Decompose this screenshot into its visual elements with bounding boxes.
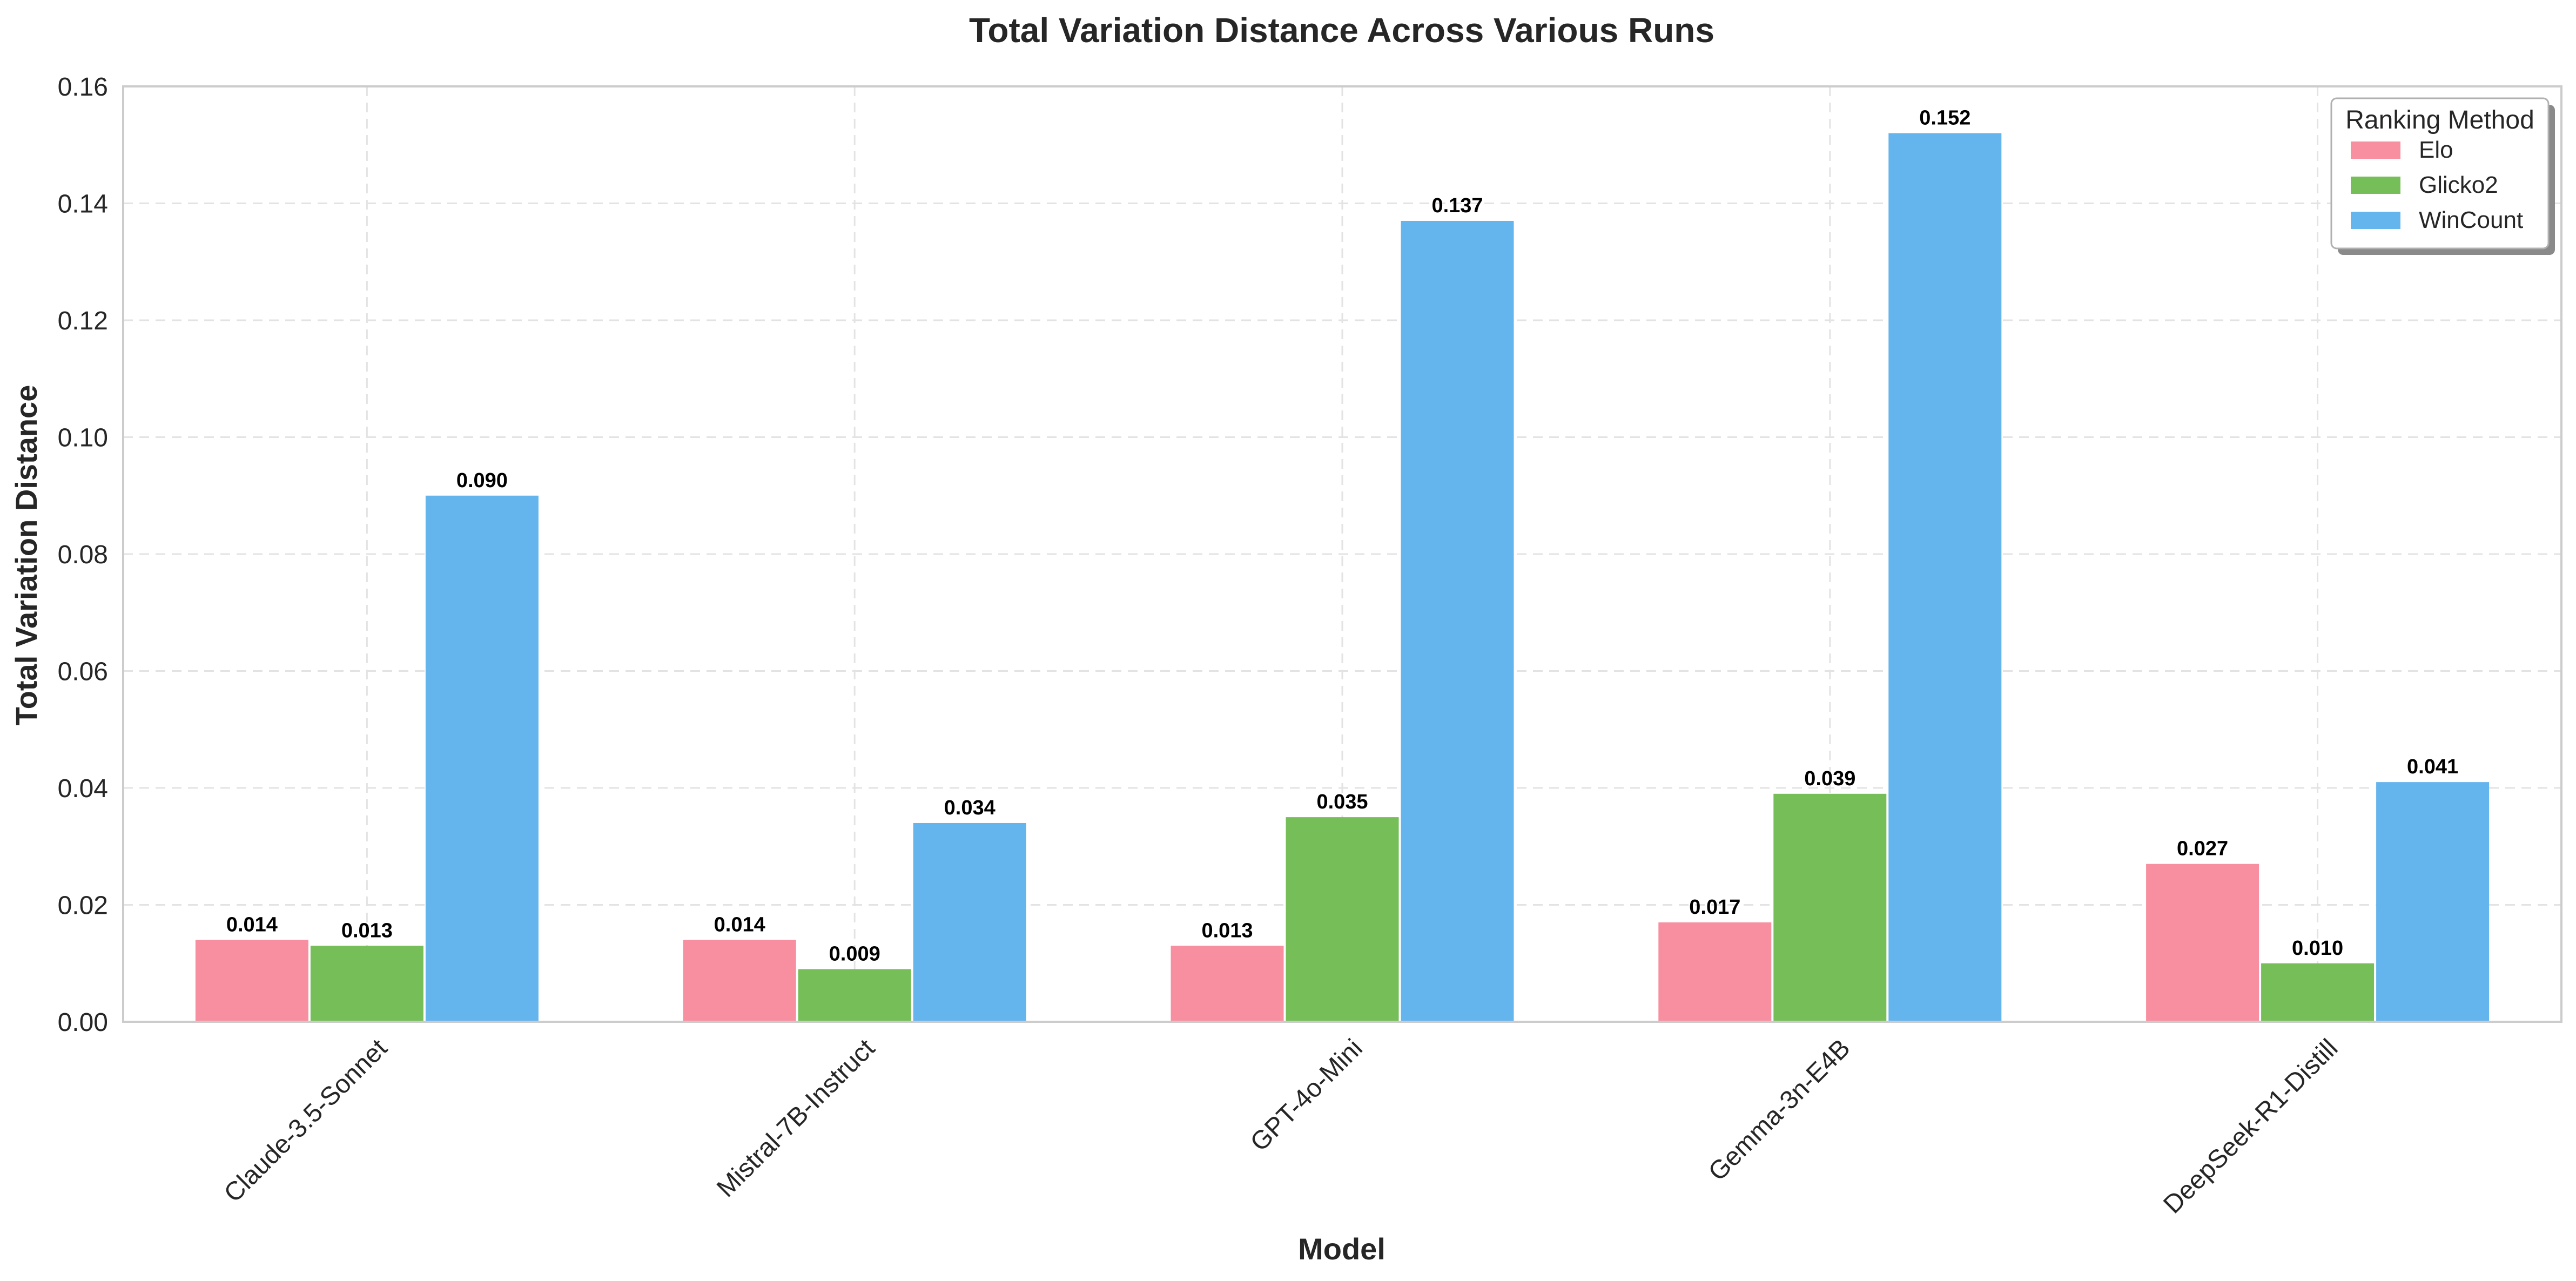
bar-glicko2 <box>1286 817 1399 1022</box>
value-label: 0.013 <box>1201 919 1253 942</box>
legend-items: Elo Glicko2 WinCount <box>2351 137 2523 233</box>
chart-title: Total Variation Distance Across Various … <box>969 11 1714 50</box>
value-label: 0.039 <box>1804 767 1855 790</box>
legend-label-elo: Elo <box>2419 137 2453 163</box>
x-axis-title: Model <box>1298 1232 1385 1266</box>
value-label: 0.010 <box>2292 937 2343 960</box>
bar-glicko2 <box>2261 963 2375 1022</box>
y-tick-label: 0.02 <box>58 892 108 920</box>
bar-elo <box>1658 922 1772 1022</box>
bar-wincount <box>1401 220 1514 1022</box>
value-label: 0.041 <box>2407 756 2458 778</box>
y-tick-label: 0.04 <box>58 774 108 803</box>
legend-label-wincount: WinCount <box>2419 207 2523 233</box>
bar-elo <box>195 940 308 1022</box>
bar-elo <box>1171 946 1284 1022</box>
legend-swatch-glicko2 <box>2351 177 2400 194</box>
bar-glicko2 <box>1773 793 1887 1022</box>
value-labels: 0.014 0.013 0.090 0.014 0.009 0.034 0.013 0.035… <box>226 107 2458 966</box>
legend-swatch-elo <box>2351 141 2400 159</box>
value-label: 0.009 <box>829 943 880 966</box>
legend: Ranking Method Elo Glicko2 WinCount <box>2330 97 2555 255</box>
value-label: 0.137 <box>1431 194 1483 217</box>
legend-label-glicko2: Glicko2 <box>2419 172 2498 198</box>
value-label: 0.017 <box>1689 896 1740 919</box>
bar-glicko2 <box>310 946 423 1022</box>
legend-title: Ranking Method <box>2345 106 2534 134</box>
bar-glicko2 <box>798 969 911 1022</box>
value-label: 0.014 <box>226 913 278 936</box>
plot-frame <box>122 85 2562 1023</box>
bar-wincount <box>2376 782 2490 1022</box>
bar-wincount <box>425 495 539 1022</box>
bar-elo <box>683 940 796 1022</box>
bar-wincount <box>1888 133 2002 1022</box>
y-tick-label: 0.16 <box>58 73 108 102</box>
value-label: 0.035 <box>1316 791 1368 813</box>
bar-elo <box>2146 864 2259 1022</box>
value-label: 0.027 <box>2177 838 2228 860</box>
y-axis-ticks: 0.00 0.02 0.04 0.06 0.08 0.10 0.12 0.14 0.16 <box>58 73 108 1037</box>
value-label: 0.034 <box>944 797 996 819</box>
value-label: 0.014 <box>714 913 765 936</box>
bar-wincount <box>913 822 1026 1022</box>
y-tick-label: 0.10 <box>58 424 108 453</box>
y-axis-title: Total Variation Distance <box>9 385 43 726</box>
value-label: 0.152 <box>1919 107 1970 130</box>
value-label: 0.013 <box>341 919 393 942</box>
legend-swatch-wincount <box>2351 212 2400 229</box>
value-label: 0.090 <box>456 469 508 492</box>
y-tick-label: 0.14 <box>58 190 108 219</box>
y-tick-label: 0.00 <box>58 1008 108 1037</box>
y-tick-label: 0.12 <box>58 307 108 335</box>
legend-box <box>2330 97 2550 250</box>
y-tick-label: 0.08 <box>58 541 108 569</box>
bars <box>195 133 2490 1022</box>
y-tick-label: 0.06 <box>58 658 108 686</box>
